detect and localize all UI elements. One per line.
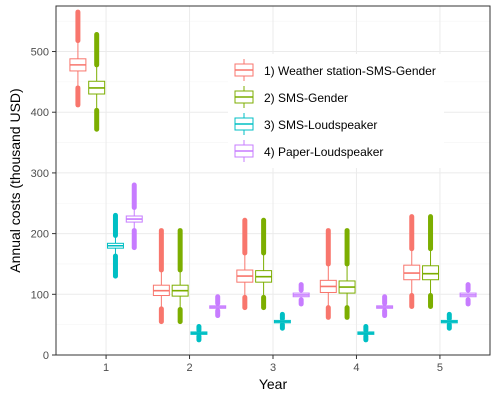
box-3-year-5 bbox=[441, 314, 457, 328]
box-4-year-2 bbox=[210, 297, 226, 316]
box-2-year-2 bbox=[172, 231, 188, 322]
box-3-year-4 bbox=[358, 326, 374, 339]
legend-label-3: 3) SMS-Loudspeaker bbox=[264, 118, 377, 132]
box bbox=[423, 266, 439, 280]
box-4-year-3 bbox=[293, 285, 309, 304]
box-2-year-5 bbox=[423, 217, 439, 307]
x-axis-title: Year bbox=[259, 376, 288, 392]
box-1-year-2 bbox=[153, 231, 169, 322]
box-2-year-4 bbox=[339, 231, 355, 318]
y-tick-label: 100 bbox=[31, 289, 49, 301]
box-4-year-1 bbox=[126, 185, 142, 248]
legend-label-2: 2) SMS-Gender bbox=[264, 91, 348, 105]
box-3-year-3 bbox=[274, 314, 290, 328]
box-3-year-1 bbox=[107, 215, 123, 276]
x-tick-label: 2 bbox=[186, 362, 192, 374]
box-2-year-1 bbox=[89, 35, 105, 130]
legend-label-1: 1) Weather station-SMS-Gender bbox=[264, 64, 436, 78]
x-tick-label: 4 bbox=[353, 362, 359, 374]
y-axis-title: Annual costs (thousand USD) bbox=[7, 88, 23, 272]
y-tick-label: 200 bbox=[31, 229, 49, 241]
x-tick-label: 1 bbox=[103, 362, 109, 374]
box-1-year-1 bbox=[70, 12, 86, 105]
box-4-year-5 bbox=[460, 285, 476, 304]
box-4-year-4 bbox=[377, 297, 393, 316]
x-tick-label: 5 bbox=[437, 362, 443, 374]
legend: 1) Weather station-SMS-Gender 2) SMS-Gend… bbox=[228, 54, 444, 168]
legend-label-4: 4) Paper-Loudspeaker bbox=[264, 145, 383, 159]
box-1-year-4 bbox=[320, 231, 336, 318]
y-tick-label: 300 bbox=[31, 168, 49, 180]
y-tick-label: 500 bbox=[31, 47, 49, 59]
y-tick-label: 0 bbox=[43, 350, 49, 362]
y-tick-label: 400 bbox=[31, 107, 49, 119]
x-tick-label: 3 bbox=[270, 362, 276, 374]
box-1-year-5 bbox=[404, 217, 420, 307]
box-3-year-2 bbox=[191, 326, 207, 339]
